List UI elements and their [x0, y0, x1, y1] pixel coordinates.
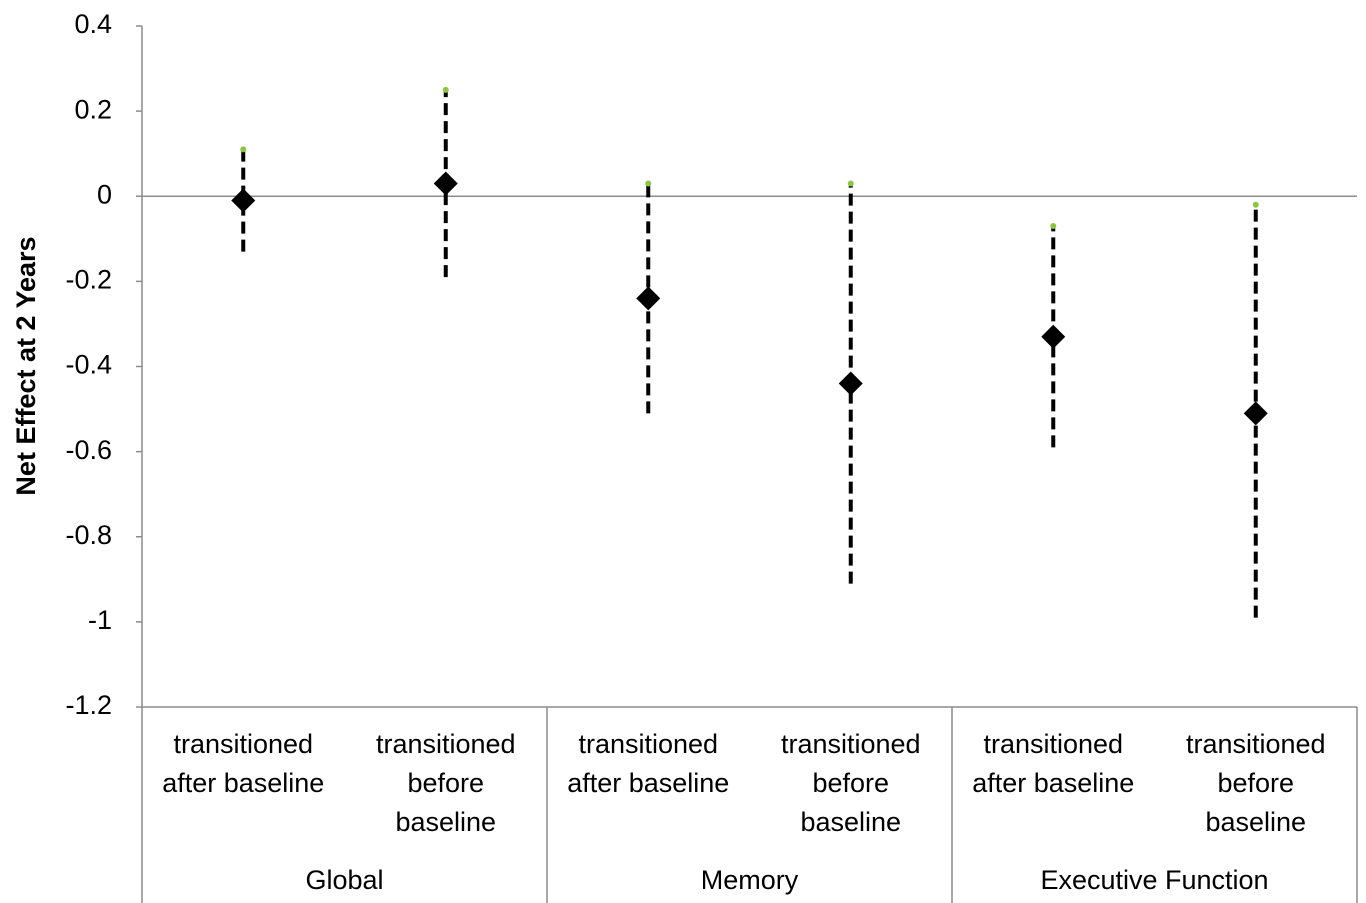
- point: [231, 188, 256, 213]
- x-tick-label: transitioned: [781, 729, 921, 759]
- error-cap: [847, 180, 854, 187]
- group-label: Global: [305, 865, 383, 895]
- x-tick-label: transitioned: [376, 729, 516, 759]
- point: [433, 171, 458, 196]
- y-tick-label: 0: [97, 179, 112, 209]
- x-tick-label: baseline: [395, 807, 496, 837]
- x-tick-label: transitioned: [173, 729, 313, 759]
- y-tick-label: -1.2: [65, 690, 112, 720]
- y-tick-label: -0.2: [65, 265, 112, 295]
- point: [838, 371, 863, 396]
- error-cap: [1050, 223, 1057, 230]
- x-tick-label: after baseline: [162, 768, 324, 798]
- x-tick-label: before: [407, 768, 484, 798]
- x-tick-label: baseline: [1205, 807, 1306, 837]
- error-cap: [240, 146, 247, 153]
- group-label: Memory: [701, 865, 799, 895]
- error-cap: [1252, 201, 1259, 208]
- y-tick-label: 0.2: [74, 94, 112, 124]
- y-axis-title: Net Effect at 2 Years: [11, 236, 41, 495]
- x-tick-label: before: [1217, 768, 1294, 798]
- group-label: Executive Function: [1040, 865, 1268, 895]
- x-tick-label: after baseline: [972, 768, 1134, 798]
- y-tick-label: -0.6: [65, 435, 112, 465]
- x-tick-label: baseline: [800, 807, 901, 837]
- y-tick-label: -0.4: [65, 350, 112, 380]
- x-tick-label: transitioned: [983, 729, 1123, 759]
- x-tick-label: transitioned: [578, 729, 718, 759]
- y-tick-label: 0.4: [74, 9, 112, 39]
- x-tick-label: before: [812, 768, 889, 798]
- error-cap: [442, 86, 449, 93]
- point: [636, 286, 661, 311]
- point: [1041, 324, 1066, 349]
- error-cap: [645, 180, 652, 187]
- y-tick-label: -1: [88, 605, 112, 635]
- y-tick-label: -0.8: [65, 520, 112, 550]
- x-tick-label: after baseline: [567, 768, 729, 798]
- point: [1243, 401, 1268, 426]
- x-tick-label: transitioned: [1186, 729, 1326, 759]
